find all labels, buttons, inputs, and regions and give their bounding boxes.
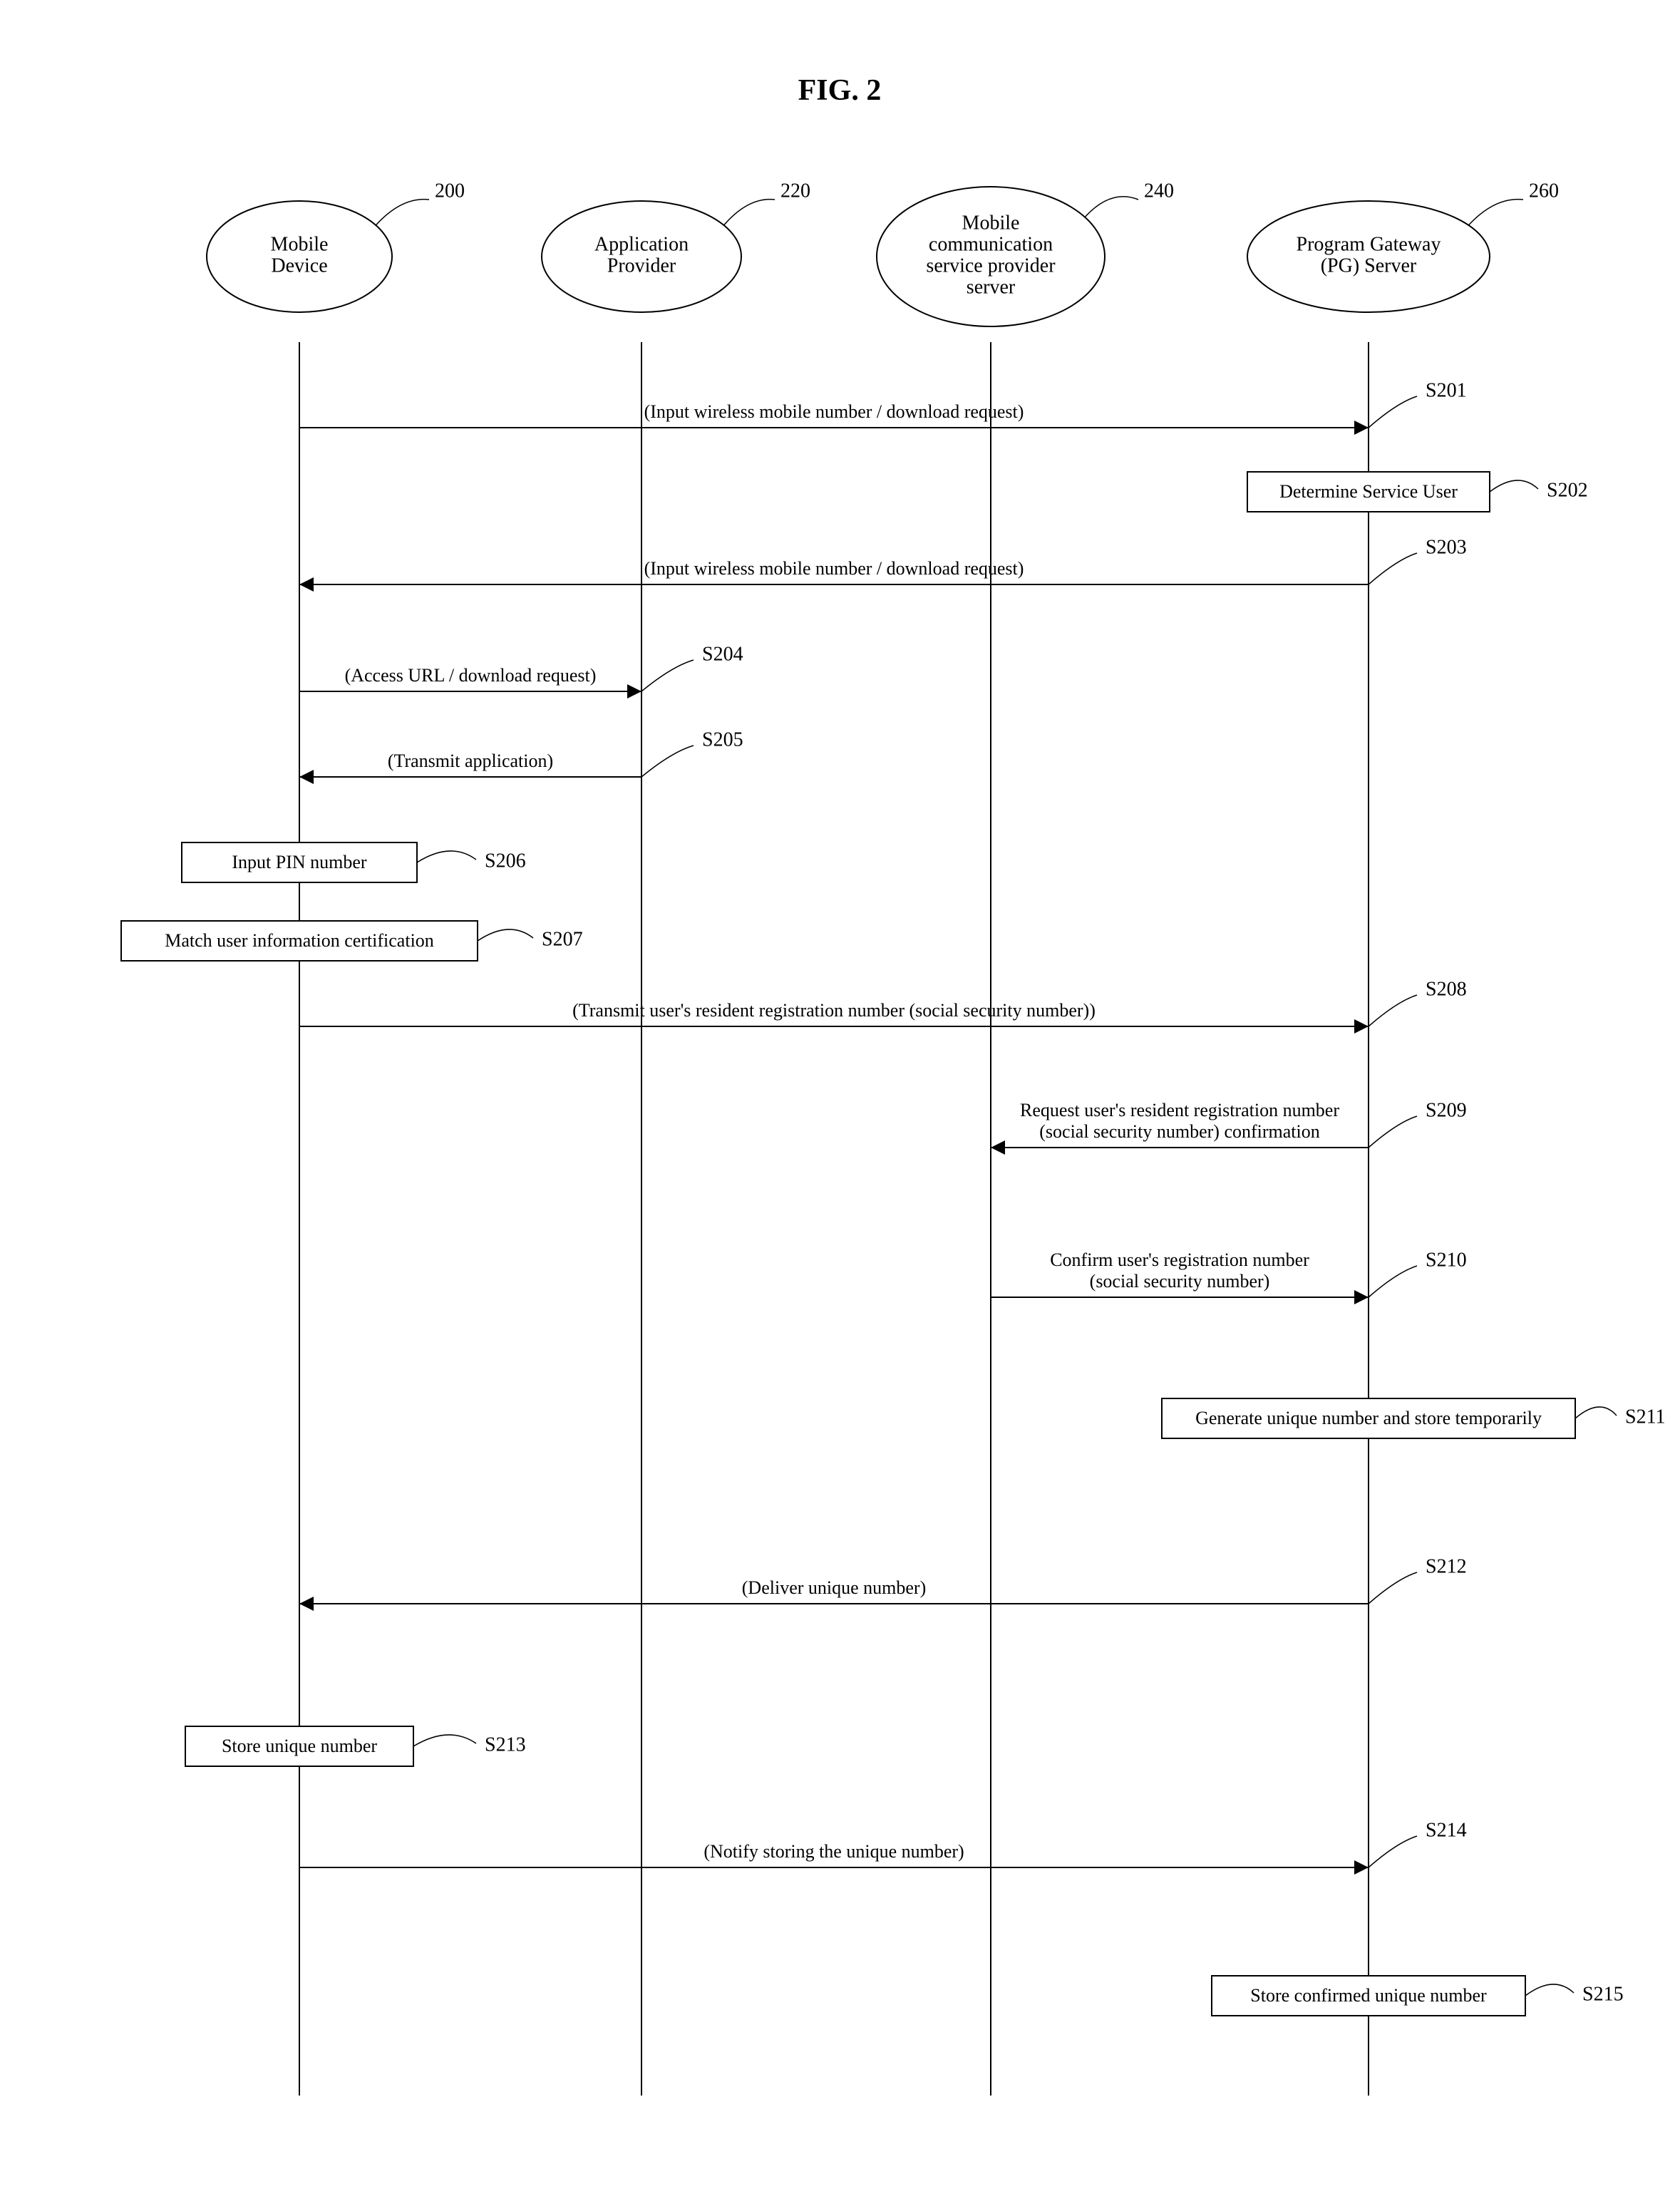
arrowhead (991, 1140, 1005, 1155)
actor-label: Mobile (271, 233, 329, 255)
leader (1490, 480, 1538, 492)
message-label: (social security number) confirmation (1039, 1121, 1319, 1142)
actor-label: communication (929, 233, 1053, 255)
leader (1468, 200, 1523, 225)
arrowhead (1354, 421, 1369, 435)
message-label: Confirm user's registration number (1050, 1249, 1309, 1270)
message-ref: S204 (702, 643, 743, 665)
step-label: Determine Service User (1279, 481, 1458, 502)
message-label: (Input wireless mobile number / download… (644, 558, 1024, 579)
actor-ref: 220 (780, 180, 810, 202)
figure-title: FIG. 2 (798, 74, 882, 107)
step-ref: S202 (1547, 479, 1588, 501)
step-ref: S206 (485, 850, 526, 872)
leader (1369, 1116, 1417, 1148)
step-label: Generate unique number and store tempora… (1195, 1408, 1542, 1428)
message-label: (social security number) (1090, 1271, 1270, 1292)
actor-label: Mobile (962, 212, 1020, 234)
actor-label: Provider (607, 254, 676, 277)
arrowhead (627, 684, 641, 699)
arrowhead (299, 770, 314, 784)
step-label: Input PIN number (232, 852, 367, 872)
message-ref: S208 (1426, 978, 1467, 1000)
actor-label: service provider (926, 254, 1056, 277)
message-label: (Transmit application) (388, 751, 553, 771)
leader (376, 200, 429, 225)
message-ref: S203 (1426, 536, 1467, 558)
message-ref: S210 (1426, 1249, 1467, 1271)
message-label: (Deliver unique number) (742, 1577, 926, 1598)
message-label: (Notify storing the unique number) (704, 1841, 964, 1862)
step-ref: S213 (485, 1733, 526, 1756)
step-label: Match user information certification (165, 930, 434, 951)
arrowhead (299, 1597, 314, 1611)
actor-label: Device (271, 254, 327, 277)
leader (478, 929, 533, 941)
actor-ref: 240 (1144, 180, 1174, 202)
message-ref: S209 (1426, 1099, 1467, 1121)
actor-label: (PG) Server (1321, 254, 1417, 277)
message-ref: S205 (702, 728, 743, 751)
leader (1575, 1407, 1617, 1418)
leader (1369, 995, 1417, 1026)
leader (413, 1735, 476, 1746)
actor-ref: 200 (435, 180, 465, 202)
step-label: Store unique number (222, 1736, 377, 1756)
message-label: (Input wireless mobile number / download… (644, 401, 1024, 422)
leader (1369, 1836, 1417, 1867)
step-ref: S215 (1582, 1983, 1624, 2005)
leader (1525, 1984, 1574, 1996)
actor-label: server (967, 276, 1016, 298)
message-label: (Transmit user's resident registration n… (572, 1000, 1096, 1021)
leader (1369, 1266, 1417, 1297)
leader (1369, 1572, 1417, 1604)
actor-ref: 260 (1529, 180, 1559, 202)
leader (1369, 553, 1417, 584)
message-label: Request user's resident registration num… (1020, 1100, 1339, 1120)
actor-label: Application (594, 233, 689, 255)
step-label: Store confirmed unique number (1250, 1985, 1487, 2006)
leader (641, 746, 694, 777)
arrowhead (299, 577, 314, 592)
message-ref: S214 (1426, 1819, 1467, 1841)
arrowhead (1354, 1860, 1369, 1875)
message-ref: S212 (1426, 1555, 1467, 1577)
arrowhead (1354, 1019, 1369, 1034)
leader (724, 200, 775, 225)
message-label: (Access URL / download request) (345, 665, 597, 686)
arrowhead (1354, 1290, 1369, 1304)
leader (417, 851, 476, 862)
leader (641, 660, 694, 691)
step-ref: S207 (542, 928, 583, 950)
message-ref: S201 (1426, 379, 1467, 401)
leader (1085, 197, 1138, 217)
step-ref: S211 (1625, 1406, 1666, 1428)
leader (1369, 396, 1417, 428)
actor-label: Program Gateway (1297, 233, 1441, 255)
